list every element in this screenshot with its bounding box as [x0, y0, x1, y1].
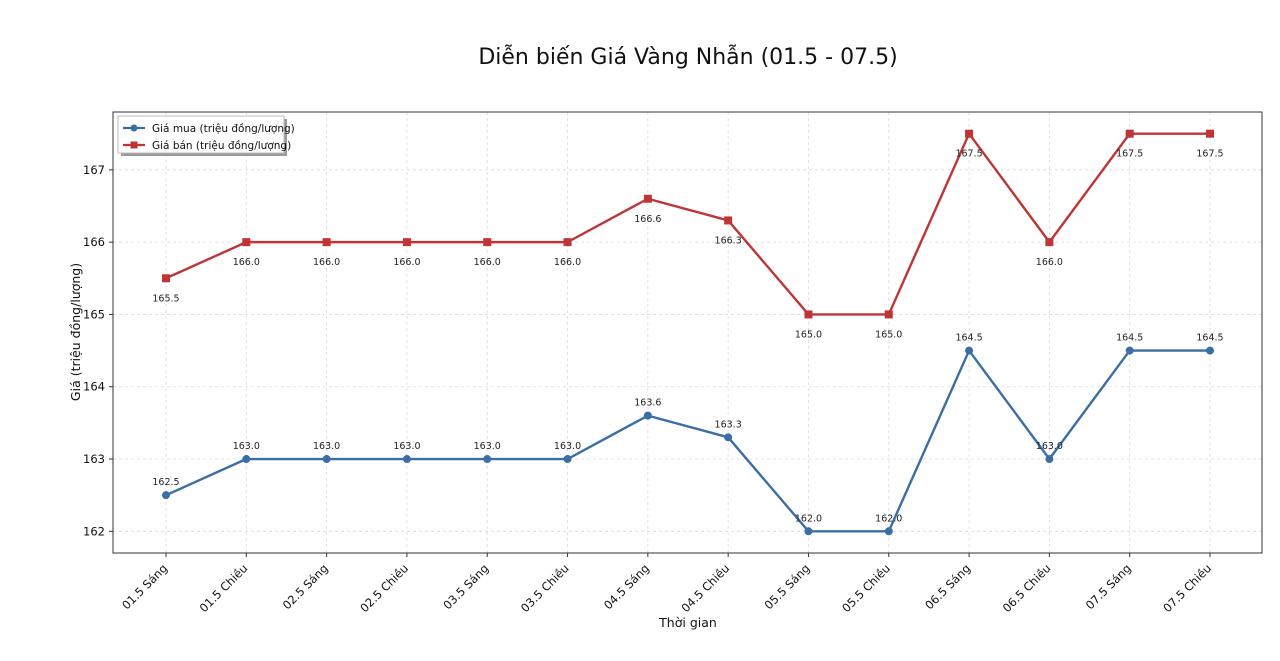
- data-point: [162, 491, 170, 500]
- y-axis-label: Giá (triệu đồng/lượng): [68, 263, 83, 401]
- x-tick-label: 03.5 Chiều: [518, 561, 572, 615]
- x-tick-label: 04.5 Sáng: [601, 561, 652, 612]
- data-point: [483, 238, 492, 247]
- data-label: 163.0: [393, 441, 420, 452]
- x-tick-label: 06.5 Chiều: [1000, 561, 1054, 615]
- x-tick-label: 03.5 Sáng: [440, 561, 491, 612]
- y-tick-label: 166: [83, 235, 105, 249]
- legend-label: Giá bán (triệu đồng/lượng): [152, 140, 291, 152]
- data-label: 165.5: [152, 293, 179, 304]
- y-tick-label: 167: [83, 163, 105, 177]
- data-label: 166.0: [233, 257, 260, 268]
- data-point: [563, 238, 572, 247]
- legend-label: Giá mua (triệu đồng/lượng): [152, 123, 295, 135]
- data-point: [322, 455, 331, 464]
- x-tick-label: 01.5 Sáng: [119, 561, 170, 612]
- data-point: [483, 455, 492, 464]
- data-point: [1045, 238, 1054, 247]
- y-tick-label: 162: [83, 524, 105, 538]
- data-point: [804, 310, 813, 319]
- y-tick-label: 163: [83, 452, 105, 466]
- data-label: 166.0: [1036, 257, 1063, 268]
- data-point: [162, 274, 170, 283]
- data-point: [1206, 346, 1214, 355]
- data-point: [643, 194, 652, 203]
- data-label: 162.0: [795, 513, 822, 524]
- data-point: [884, 310, 893, 319]
- data-label: 165.0: [795, 329, 822, 340]
- data-label: 166.6: [634, 214, 661, 225]
- data-point: [643, 411, 652, 420]
- data-label: 164.5: [1116, 333, 1143, 344]
- data-label: 167.5: [1116, 149, 1143, 160]
- data-label: 163.0: [1036, 441, 1063, 452]
- data-point: [724, 433, 733, 442]
- data-label: 163.0: [313, 441, 340, 452]
- data-label: 165.0: [875, 329, 902, 340]
- x-tick-label: 06.5 Sáng: [922, 561, 973, 612]
- series-layer: [162, 129, 1214, 536]
- legend: Giá mua (triệu đồng/lượng) Giá bán (triệu…: [117, 115, 295, 156]
- data-labels: 162.5 163.0 163.0 163.0 163.0 163.0 163.6 163.3…: [152, 149, 1223, 525]
- data-point: [965, 129, 974, 138]
- data-label: 167.5: [1196, 149, 1223, 160]
- y-tick-label: 164: [83, 380, 105, 394]
- data-label: 163.6: [634, 398, 661, 409]
- data-point: [242, 238, 251, 247]
- data-point: [1125, 346, 1134, 355]
- data-label: 167.5: [955, 149, 982, 160]
- data-label: 166.3: [715, 235, 742, 246]
- y-tick-label: 165: [83, 307, 105, 321]
- data-label: 166.0: [474, 257, 501, 268]
- data-point: [724, 216, 733, 225]
- x-tick-label: 07.5 Chiều: [1160, 561, 1214, 615]
- data-point: [965, 346, 974, 355]
- x-tick-label: 02.5 Sáng: [280, 561, 331, 612]
- x-tick-label: 05.5 Sáng: [762, 561, 813, 612]
- x-tick-label: 02.5 Chiều: [357, 561, 411, 615]
- data-label: 166.0: [313, 257, 340, 268]
- data-label: 163.0: [554, 441, 581, 452]
- data-point: [804, 527, 813, 536]
- x-tick-label: 04.5 Chiều: [678, 561, 732, 615]
- x-axis-label: Thời gian: [658, 615, 717, 630]
- data-label: 163.3: [715, 419, 742, 430]
- data-point: [242, 455, 251, 464]
- data-point: [402, 455, 411, 464]
- y-axis-ticks: 162 163 164 165 166 167: [83, 163, 113, 538]
- grid-lines: [113, 112, 1262, 553]
- data-point: [1045, 455, 1054, 464]
- data-label: 163.0: [233, 441, 260, 452]
- x-axis-ticks: 01.5 Sáng 01.5 Chiều 02.5 Sáng 02.5 Chiều 03…: [119, 553, 1214, 615]
- plot-frame: [112, 111, 1263, 554]
- data-point: [563, 455, 572, 464]
- data-point: [322, 238, 331, 247]
- data-label: 162.5: [152, 477, 179, 488]
- x-tick-label: 05.5 Chiều: [839, 561, 893, 615]
- chart-title: Diễn biến Giá Vàng Nhẫn (01.5 - 07.5): [478, 44, 897, 70]
- data-label: 166.0: [554, 257, 581, 268]
- data-point: [884, 527, 893, 536]
- series-line: [165, 132, 1210, 316]
- legend-marker: [130, 141, 138, 149]
- x-tick-label: 01.5 Chiều: [197, 561, 251, 615]
- data-point: [402, 238, 411, 247]
- data-label: 164.5: [955, 333, 982, 344]
- series-line: [165, 349, 1210, 533]
- data-label: 163.0: [474, 441, 501, 452]
- legend-box: [117, 115, 285, 154]
- legend-marker: [130, 124, 138, 132]
- data-point: [1125, 129, 1134, 138]
- data-point: [1206, 129, 1214, 138]
- data-label: 164.5: [1196, 333, 1223, 344]
- data-label: 162.0: [875, 513, 902, 524]
- x-tick-label: 07.5 Sáng: [1083, 561, 1134, 612]
- data-label: 166.0: [393, 257, 420, 268]
